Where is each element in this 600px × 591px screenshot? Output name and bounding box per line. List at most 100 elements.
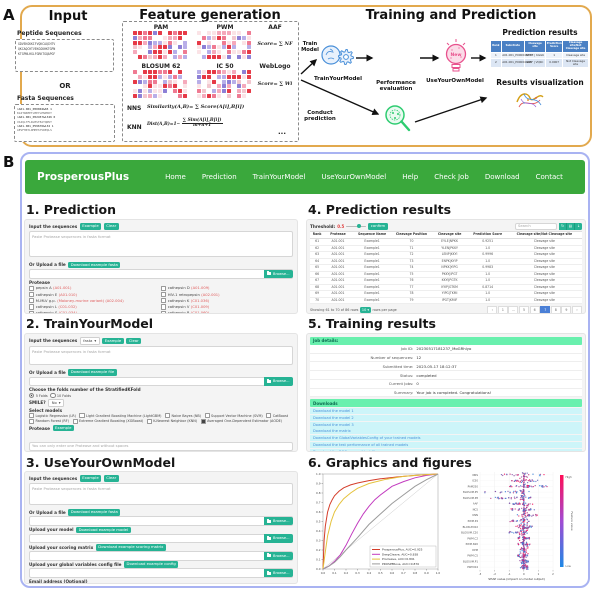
checkbox-icon[interactable] <box>29 304 35 310</box>
pagination-page-›[interactable]: › <box>572 305 582 313</box>
s3-download-example-button[interactable]: Download example config <box>124 561 179 568</box>
radio-icon[interactable] <box>50 392 56 399</box>
s3-sequence-textarea[interactable] <box>29 482 293 505</box>
s2-sequence-textarea[interactable] <box>29 345 293 365</box>
pagination-page-7[interactable]: 7 <box>540 305 551 313</box>
s2-protease-input[interactable] <box>29 441 293 451</box>
s3-browse-button[interactable]: Browse... <box>264 534 293 543</box>
export-button[interactable]: ↓ <box>575 223 582 230</box>
nav-item-contact[interactable]: Contact <box>535 173 563 181</box>
s3-example-button[interactable]: Example <box>79 475 102 482</box>
s4-threshold-slider[interactable] <box>346 224 367 229</box>
radio-icon[interactable] <box>29 392 35 399</box>
s3-download-example-button[interactable]: Download example fasta <box>68 509 121 516</box>
download-link[interactable]: Download the model 3 <box>310 421 582 428</box>
s1-sequence-textarea[interactable] <box>29 230 293 257</box>
checkbox-icon[interactable] <box>200 418 206 424</box>
model-checkbox-item[interactable]: K-Nearest Neighbor (KNN) <box>146 418 197 424</box>
model-checkbox-item[interactable]: Extreme Gradient Boosting (XGBoost) <box>72 418 143 424</box>
s2-protease-example-button[interactable]: Example <box>52 424 74 432</box>
s2-browse-button[interactable]: Browse... <box>264 377 293 386</box>
s1-download-example-button[interactable]: Download example fasta <box>68 261 121 269</box>
s4-page-size-select[interactable]: 10 ▾ <box>359 307 372 313</box>
s2-smile-select[interactable]: No ▾ <box>48 399 65 407</box>
checkbox-icon[interactable] <box>72 418 78 424</box>
checkbox-icon[interactable] <box>161 310 167 313</box>
nav-item-prediction[interactable]: Prediction <box>201 173 237 181</box>
checkbox-icon[interactable] <box>165 413 171 419</box>
protease-checkbox-item[interactable]: cathepsin B (C01.060) <box>161 310 293 313</box>
s3-download-example-button[interactable]: Download example model <box>76 526 131 534</box>
s3-clear-button[interactable]: Clear <box>103 475 119 482</box>
checkbox-icon[interactable] <box>161 292 167 298</box>
s1-file-input[interactable]: Browse... <box>29 269 293 279</box>
s3-browse-button[interactable]: Browse... <box>264 568 293 578</box>
checkbox-icon[interactable] <box>29 418 35 424</box>
protease-checkbox-item[interactable]: cathepsin S (C01.034) <box>29 310 161 313</box>
checkbox-icon[interactable] <box>29 298 35 304</box>
pagination-page-‹[interactable]: ‹ <box>487 305 498 313</box>
s1-browse-button[interactable]: Browse... <box>264 269 293 279</box>
checkbox-icon[interactable] <box>161 304 167 310</box>
s3-browse-button[interactable]: Browse... <box>264 551 293 561</box>
protease-checkbox-item[interactable]: pepsin A (A01.001) <box>29 285 161 292</box>
pagination-page-6[interactable]: 6 <box>529 305 540 313</box>
s2-example-button[interactable]: Example <box>102 337 124 345</box>
fold-option[interactable]: 10 Folds <box>50 392 71 399</box>
pagination-page-...[interactable]: ... <box>508 305 519 313</box>
pagination-page-1[interactable]: 1 <box>497 305 508 313</box>
checkbox-icon[interactable] <box>161 298 167 304</box>
s3-browse-button[interactable]: Browse... <box>264 516 293 526</box>
checkbox-icon[interactable] <box>146 418 152 424</box>
checkbox-icon[interactable] <box>266 413 272 419</box>
s3-file-input[interactable]: Browse... <box>29 568 293 578</box>
s3-file-input[interactable]: Browse... <box>29 516 293 526</box>
model-checkbox-item[interactable]: Naive Bayes (NB) <box>165 413 201 419</box>
download-link[interactable]: Download the test performance of all tra… <box>310 442 582 449</box>
pagination-page-5[interactable]: 5 <box>519 305 530 313</box>
s3-file-input[interactable]: Browse... <box>29 533 293 544</box>
download-link[interactable]: Download the ROC curve of test file <box>310 448 582 451</box>
download-link[interactable]: Download the model 2 <box>310 414 582 421</box>
fold-option[interactable]: 5 Folds <box>29 392 48 399</box>
s4-search-input[interactable] <box>515 223 557 230</box>
checkbox-icon[interactable] <box>161 285 167 292</box>
nav-item-download[interactable]: Download <box>484 173 520 181</box>
s3-file-input[interactable]: Browse... <box>29 551 293 561</box>
protease-checkbox-item[interactable]: HIV-1 retropepsin (A02.001) <box>161 292 293 298</box>
download-link[interactable]: Download the GlobalVariablesConfig of yo… <box>310 435 582 442</box>
checkbox-icon[interactable] <box>29 310 35 313</box>
checkbox-icon[interactable] <box>29 292 35 298</box>
nav-item-trainyourmodel[interactable]: TrainYourModel <box>252 173 306 181</box>
s2-file-input[interactable]: Browse... <box>29 376 293 387</box>
nav-item-check-job[interactable]: Check Job <box>434 173 469 181</box>
download-link[interactable]: Download the model 1 <box>310 408 582 415</box>
s2-download-example-button[interactable]: Download example file <box>68 369 117 376</box>
model-checkbox-item[interactable]: Random Forest (RF) <box>29 418 69 424</box>
protease-checkbox-item[interactable]: cathepsin K (C01.036) <box>161 298 293 304</box>
model-checkbox-item[interactable]: Support Vector Machine (SVM) <box>204 413 263 419</box>
s2-format-select[interactable]: fasta ▾ <box>79 337 100 345</box>
download-link[interactable]: Download the matrix <box>310 428 582 435</box>
s1-clear-button[interactable]: Clear <box>103 223 119 230</box>
s1-example-button[interactable]: Example <box>79 223 102 230</box>
refresh-button[interactable]: ↻ <box>559 223 567 230</box>
pagination-page-8[interactable]: 8 <box>550 305 561 313</box>
protease-checkbox-item[interactable]: cathepsin L (C01.032) <box>29 304 161 310</box>
checkbox-icon[interactable] <box>29 413 35 419</box>
protease-checkbox-item[interactable]: M-MLV g.p. (Moloney-murine variant) (A02… <box>29 298 161 304</box>
model-checkbox-item[interactable]: Logistic Regression (LR) <box>29 413 76 419</box>
s4-confirm-button[interactable]: confirm <box>368 223 388 230</box>
model-checkbox-item[interactable]: Averaged One-Dependent Estimator (AODE) <box>200 418 282 424</box>
s2-clear-button[interactable]: Clear <box>126 337 142 345</box>
protease-checkbox-item[interactable]: cathepsin D (A01.009) <box>161 285 293 292</box>
nav-item-home[interactable]: Home <box>165 173 186 181</box>
nav-item-help[interactable]: Help <box>402 173 419 181</box>
slider-knob[interactable] <box>357 224 362 229</box>
pagination-page-9[interactable]: 9 <box>561 305 572 313</box>
checkbox-icon[interactable] <box>29 285 35 292</box>
model-checkbox-item[interactable]: CatBoost <box>266 413 288 419</box>
checkbox-icon[interactable] <box>204 413 210 419</box>
model-checkbox-item[interactable]: Light Gradient Boosting Machine (LightGB… <box>79 413 162 419</box>
checkbox-icon[interactable] <box>79 413 85 419</box>
